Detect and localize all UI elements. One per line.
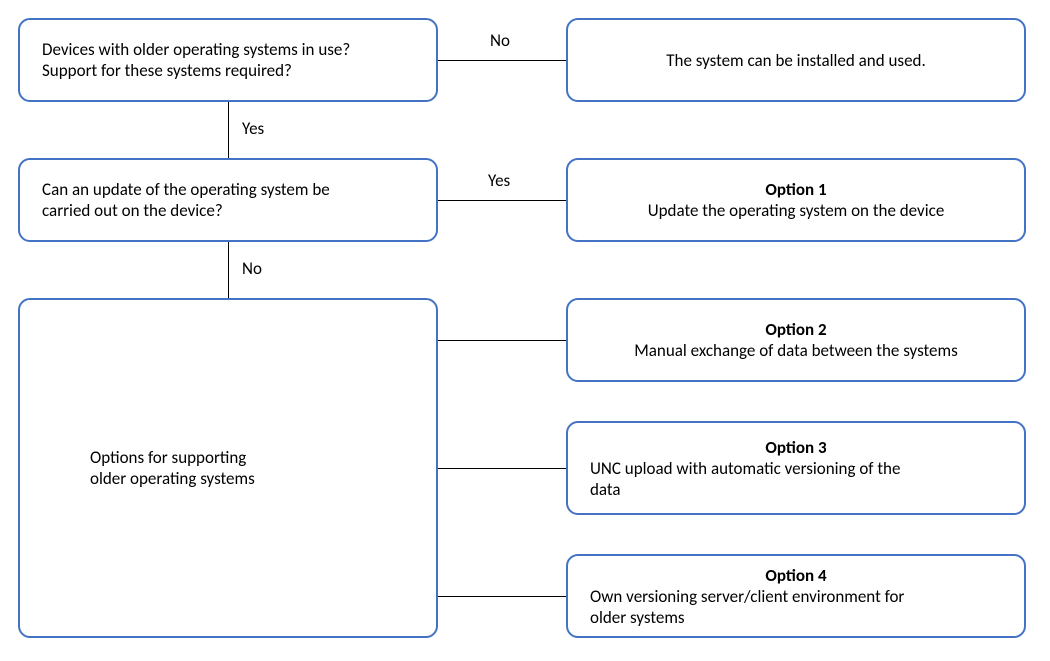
edge-options_box-to-option4 — [438, 596, 566, 597]
edge-q2-to-options_box — [228, 242, 229, 298]
node-option1: Option 1 Update the operating system on … — [566, 158, 1026, 242]
edge-label-q2-to-options_box: No — [240, 258, 264, 279]
edge-q2-to-option1 — [438, 200, 566, 201]
node-option4: Option 4 Own versioning server/client en… — [566, 554, 1026, 638]
edge-q1-to-q2 — [228, 102, 229, 158]
q1-line1: Devices with older operating systems in … — [42, 39, 414, 60]
option4-line2: older systems — [590, 607, 1002, 628]
option3-line1: UNC upload with automatic versioning of … — [590, 458, 1002, 479]
edge-q1-to-result_install — [438, 60, 566, 61]
options-box-line2: older operating systems — [90, 468, 414, 489]
node-options-box: Options for supporting older operating s… — [18, 298, 438, 638]
node-q2: Can an update of the operating system be… — [18, 158, 438, 242]
option4-line1: Own versioning server/client environment… — [590, 586, 1002, 607]
edge-label-q2-to-option1: Yes — [486, 170, 512, 191]
option3-title: Option 3 — [590, 437, 1002, 458]
node-q1: Devices with older operating systems in … — [18, 18, 438, 102]
q2-line1: Can an update of the operating system be — [42, 179, 414, 200]
q1-line2: Support for these systems required? — [42, 60, 414, 81]
option1-title: Option 1 — [590, 179, 1002, 200]
edge-options_box-to-option2 — [438, 340, 566, 341]
node-result-install: The system can be installed and used. — [566, 18, 1026, 102]
node-option3: Option 3 UNC upload with automatic versi… — [566, 421, 1026, 515]
option4-title: Option 4 — [590, 565, 1002, 586]
edge-options_box-to-option3 — [438, 468, 566, 469]
options-box-content: Options for supporting older operating s… — [20, 447, 436, 489]
option3-line2: data — [590, 479, 1002, 500]
node-option2: Option 2 Manual exchange of data between… — [566, 298, 1026, 382]
options-box-line1: Options for supporting — [90, 447, 414, 468]
option1-text: Update the operating system on the devic… — [590, 200, 1002, 221]
edge-label-q1-to-q2: Yes — [240, 118, 266, 139]
edge-label-q1-to-result_install: No — [488, 30, 512, 51]
flowchart-canvas: Devices with older operating systems in … — [0, 0, 1050, 661]
result-install-text: The system can be installed and used. — [590, 50, 1002, 71]
q2-line2: carried out on the device? — [42, 200, 414, 221]
option2-text: Manual exchange of data between the syst… — [590, 340, 1002, 361]
option2-title: Option 2 — [590, 319, 1002, 340]
